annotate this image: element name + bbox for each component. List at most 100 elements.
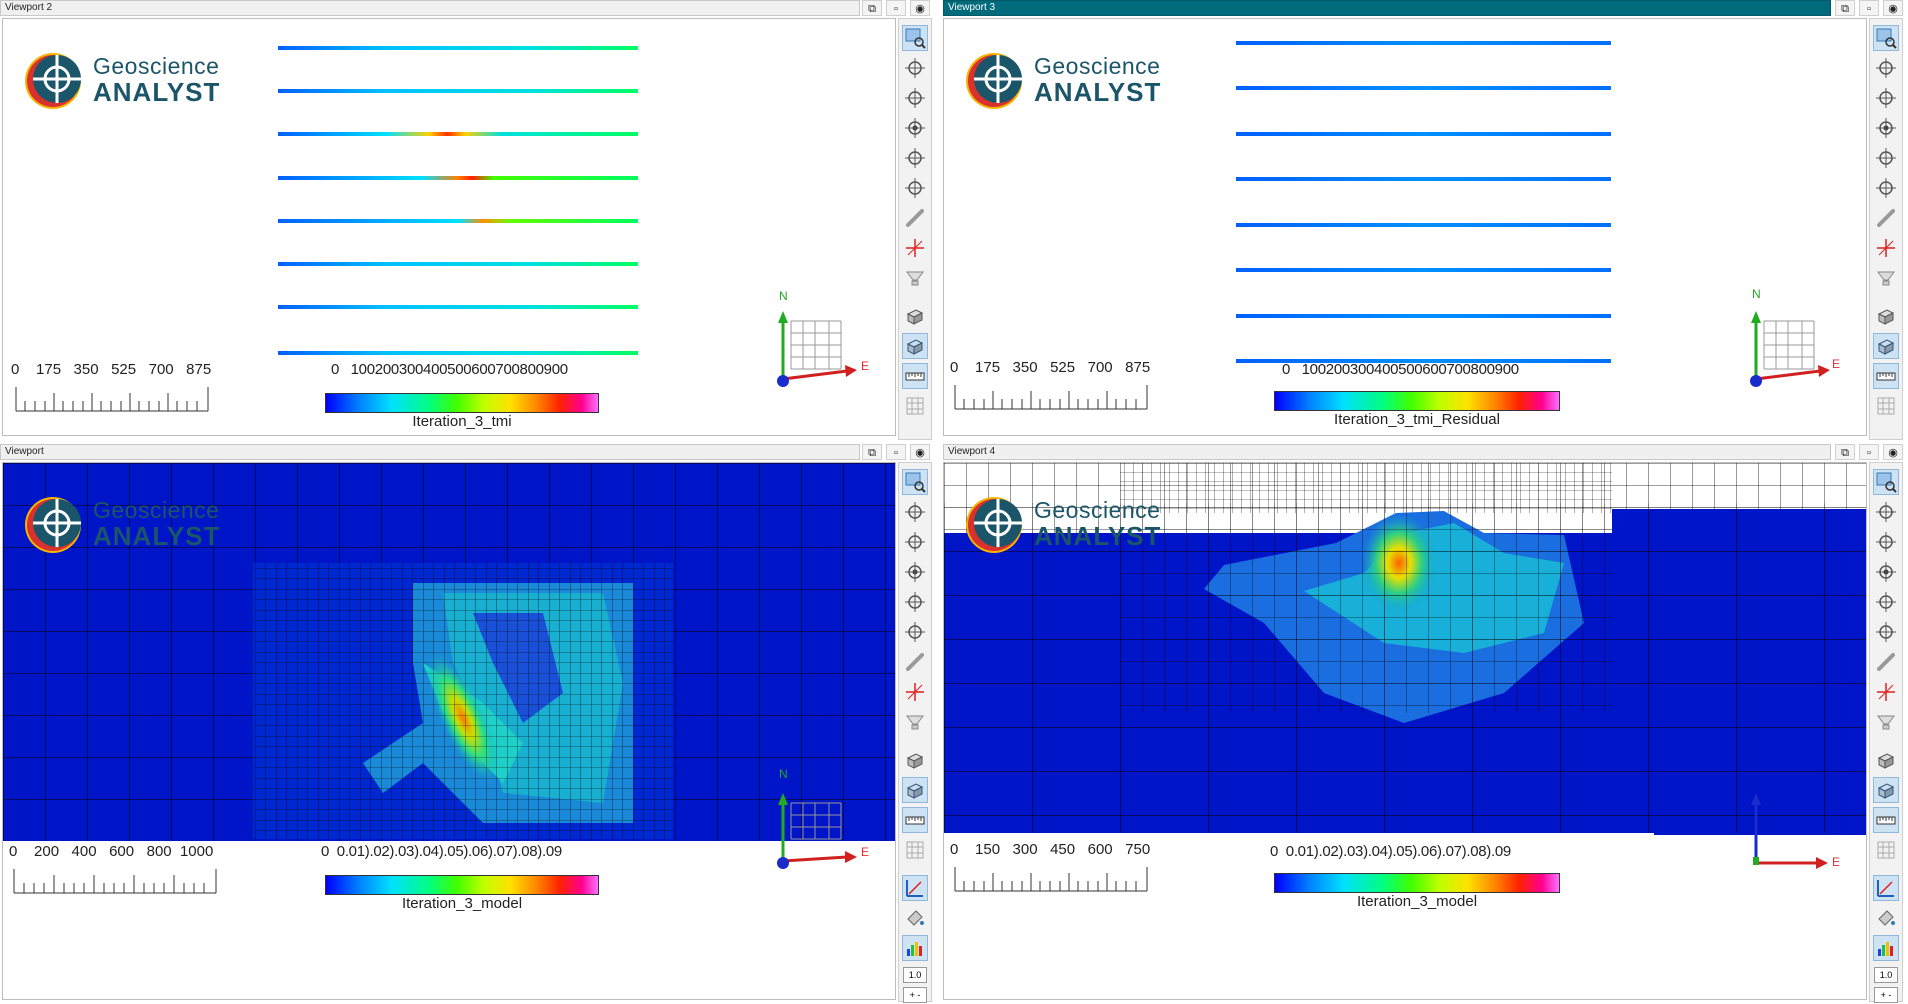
view-front-icon[interactable]: [1873, 85, 1899, 111]
view-iso-icon[interactable]: [902, 145, 928, 171]
zoom-level-field[interactable]: 1.0: [903, 967, 927, 983]
zoom-extents-icon[interactable]: [902, 469, 928, 495]
view-top-icon[interactable]: [1873, 499, 1899, 525]
box-icon[interactable]: [902, 747, 928, 773]
colorbar: [1274, 873, 1560, 893]
view-top-icon[interactable]: [1873, 55, 1899, 81]
survey-lines: [1236, 41, 1611, 363]
view-side-icon[interactable]: [1873, 559, 1899, 585]
box-icon[interactable]: [902, 303, 928, 329]
zoom-extents-icon[interactable]: [1873, 469, 1899, 495]
histogram-icon[interactable]: [1873, 935, 1899, 961]
box-icon[interactable]: [1873, 747, 1899, 773]
filter-icon[interactable]: [902, 709, 928, 735]
crosshair-icon[interactable]: [1873, 679, 1899, 705]
eye-icon[interactable]: ◉: [1883, 444, 1903, 460]
fill-icon[interactable]: [902, 905, 928, 931]
zoom-step-buttons[interactable]: + -: [1874, 987, 1898, 1003]
viewport-title[interactable]: Viewport 4: [943, 444, 1831, 460]
viewport-title[interactable]: Viewport: [0, 444, 860, 460]
view-front-icon[interactable]: [902, 85, 928, 111]
zoom-step-buttons[interactable]: + -: [903, 987, 927, 1003]
view-side-icon[interactable]: [902, 559, 928, 585]
axis-north-label: N: [779, 767, 788, 781]
view-rotate-icon[interactable]: [1873, 619, 1899, 645]
maximize-icon[interactable]: ▫: [1859, 444, 1879, 460]
view-front-icon[interactable]: [902, 529, 928, 555]
view-top-icon[interactable]: [902, 499, 928, 525]
colorbar: [325, 393, 599, 413]
axis-east-label: E: [1832, 855, 1841, 869]
filter-icon[interactable]: [1873, 709, 1899, 735]
box-outline-icon[interactable]: [1873, 333, 1899, 359]
colorbar-label: Iteration_3_model: [1356, 893, 1478, 910]
viewport-title[interactable]: Viewport 2: [0, 0, 860, 16]
restore-icon[interactable]: ⧉: [1835, 0, 1855, 16]
grid-icon[interactable]: [902, 393, 928, 419]
view-front-icon[interactable]: [1873, 529, 1899, 555]
restore-icon[interactable]: ⧉: [862, 0, 882, 16]
view-side-icon[interactable]: [1873, 115, 1899, 141]
viewport-title[interactable]: Viewport 3: [943, 0, 1831, 16]
colorbar-ticks: 0 0.01).02).03).04).05).06).07).08).09: [1270, 843, 1511, 860]
zoom-extents-icon[interactable]: [902, 25, 928, 51]
grid-icon[interactable]: [1873, 837, 1899, 863]
view-rotate-icon[interactable]: [1873, 175, 1899, 201]
view-rotate-icon[interactable]: [902, 175, 928, 201]
logo-analyst: ANALYST: [93, 77, 221, 107]
ruler-icon[interactable]: [1873, 363, 1899, 389]
filter-icon[interactable]: [1873, 265, 1899, 291]
view-rotate-icon[interactable]: [902, 619, 928, 645]
scale-bar: [15, 387, 209, 412]
orientation-axes: [1750, 311, 1830, 387]
ruler-icon[interactable]: [902, 807, 928, 833]
fill-icon[interactable]: [1873, 905, 1899, 931]
eye-icon[interactable]: ◉: [1883, 0, 1903, 16]
restore-icon[interactable]: ⧉: [1835, 444, 1855, 460]
filter-icon[interactable]: [902, 265, 928, 291]
zoom-extents-icon[interactable]: [1873, 25, 1899, 51]
colorbar-ticks: 0 100200300400500600700800900: [331, 361, 568, 378]
crosshair-icon[interactable]: [1873, 235, 1899, 261]
view-iso-icon[interactable]: [1873, 589, 1899, 615]
link-icon[interactable]: [1873, 649, 1899, 675]
box-outline-icon[interactable]: [1873, 777, 1899, 803]
link-icon[interactable]: [1873, 205, 1899, 231]
ruler-icon[interactable]: [1873, 807, 1899, 833]
axis-icon[interactable]: [902, 875, 928, 901]
view-iso-icon[interactable]: [902, 589, 928, 615]
box-icon[interactable]: [1873, 303, 1899, 329]
eye-icon[interactable]: ◉: [910, 444, 930, 460]
maximize-icon[interactable]: ▫: [886, 0, 906, 16]
box-outline-icon[interactable]: [902, 333, 928, 359]
maximize-icon[interactable]: ▫: [1859, 0, 1879, 16]
view-iso-icon[interactable]: [1873, 145, 1899, 171]
scale-bar-labels: 0 175 350 525 700 875: [11, 361, 212, 378]
view-top-icon[interactable]: [902, 55, 928, 81]
box-outline-icon[interactable]: [902, 777, 928, 803]
link-icon[interactable]: [902, 649, 928, 675]
axis-north-label: N: [779, 289, 788, 303]
maximize-icon[interactable]: ▫: [886, 444, 906, 460]
crosshair-icon[interactable]: [902, 679, 928, 705]
viewport-canvas[interactable]: Geoscience ANALYST 0 175 350 525 700 875: [943, 18, 1867, 436]
ruler-icon[interactable]: [902, 363, 928, 389]
restore-icon[interactable]: ⧉: [862, 444, 882, 460]
view-side-icon[interactable]: [902, 115, 928, 141]
grid-icon[interactable]: [902, 837, 928, 863]
grid-icon[interactable]: [1873, 393, 1899, 419]
crosshair-icon[interactable]: [902, 235, 928, 261]
axis-north-label: N: [1752, 287, 1761, 301]
colorbar-label: Iteration_3_model: [401, 895, 523, 912]
viewport-canvas[interactable]: Geoscience ANALYST 0 200 400 600 800 100…: [2, 462, 896, 1000]
link-icon[interactable]: [902, 205, 928, 231]
view-toolbar: 1.0 + -: [898, 462, 932, 1003]
logo-analyst: ANALYST: [1034, 521, 1162, 551]
axis-icon[interactable]: [1873, 875, 1899, 901]
model-section-view: [944, 463, 1866, 835]
viewport-canvas[interactable]: Geoscience ANALYST 0 150 300 450 600 750…: [943, 462, 1867, 1000]
eye-icon[interactable]: ◉: [910, 0, 930, 16]
zoom-level-field[interactable]: 1.0: [1874, 967, 1898, 983]
viewport-canvas[interactable]: Geoscience ANALYST 0 175 350 525 700 875: [2, 18, 896, 436]
histogram-icon[interactable]: [902, 935, 928, 961]
